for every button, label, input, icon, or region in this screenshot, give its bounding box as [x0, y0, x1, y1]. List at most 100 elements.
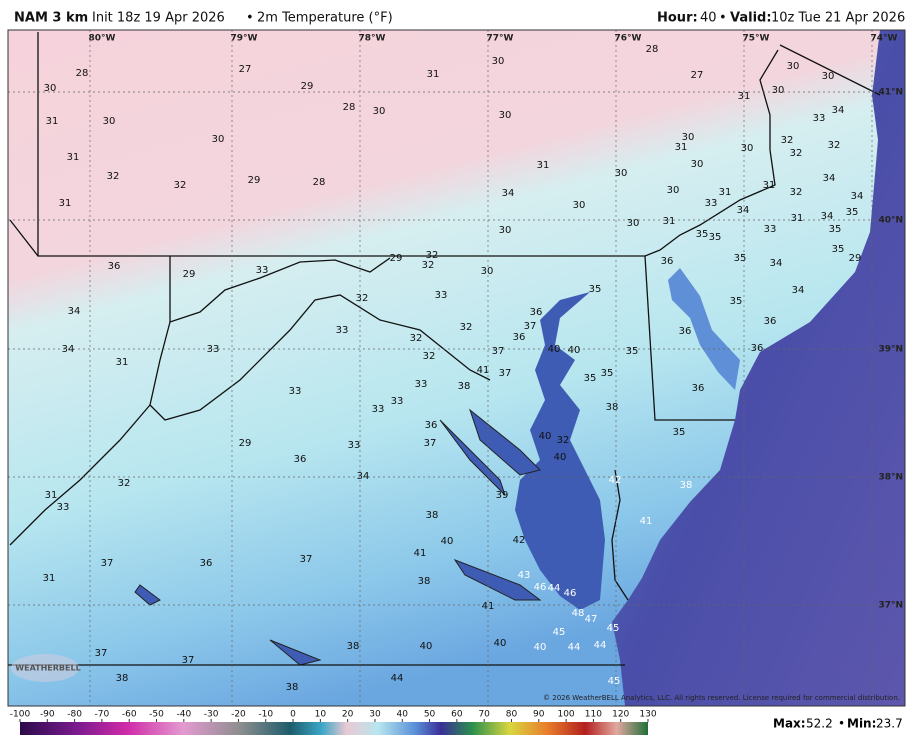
separator: •	[719, 11, 727, 26]
temperature-label: 38	[606, 402, 619, 413]
min: 23.7	[876, 717, 903, 731]
temperature-label: 37	[424, 438, 437, 449]
copyright: © 2026 WeatherBELL Analytics, LLC. All r…	[543, 694, 900, 702]
temperature-label: 36	[661, 256, 674, 267]
temperature-label: 46	[534, 582, 547, 593]
temperature-label: 29	[248, 175, 261, 186]
temperature-label: 36	[513, 332, 526, 343]
colorbar-tick-label: 80	[506, 710, 518, 720]
lon-label: 78°W	[359, 34, 386, 44]
temperature-label: 32	[426, 250, 439, 261]
colorbar-tick-label: 100	[557, 710, 574, 720]
colorbar-tick-label: -40	[176, 710, 191, 720]
temperature-label: 34	[832, 105, 845, 116]
temperature-label: 32	[460, 322, 473, 333]
temperature-label: 28	[343, 102, 356, 113]
colorbar-tick-label: -50	[149, 710, 164, 720]
temperature-label: 38	[680, 480, 693, 491]
temperature-label: 30	[481, 266, 494, 277]
colorbar-tick-label: -60	[122, 710, 137, 720]
temperature-label: 41	[640, 516, 653, 527]
temperature-label: 42	[609, 475, 622, 486]
logo-badge	[11, 654, 79, 682]
colorbar-tick-label: 0	[290, 710, 296, 720]
temperature-label: 36	[425, 420, 438, 431]
temperature-label: 44	[568, 642, 581, 653]
temperature-label: 29	[183, 269, 196, 280]
temperature-label: 34	[821, 211, 834, 222]
temperature-label: 32	[118, 478, 131, 489]
temperature-label: 35	[829, 224, 842, 235]
temperature-label: 40	[494, 638, 507, 649]
temperature-label: 33	[391, 396, 404, 407]
temperature-label: 32	[107, 171, 120, 182]
chesapeake-bay	[515, 292, 605, 610]
lat-label: 39°N	[878, 345, 903, 355]
lon-label: 76°W	[615, 34, 642, 44]
colorbar-tick-label: 50	[424, 710, 436, 720]
lat-label: 40°N	[878, 216, 903, 226]
temperature-label: 34	[851, 191, 864, 202]
colorbar-tick-label: 40	[397, 710, 409, 720]
temperature-label: 28	[76, 68, 89, 79]
temperature-label: 38	[116, 673, 129, 684]
lon-label: 75°W	[743, 34, 770, 44]
temperature-label: 35	[584, 373, 597, 384]
temperature-label: 30	[787, 61, 800, 72]
colorbar-tick-label: -30	[204, 710, 219, 720]
temperature-label: 32	[356, 293, 369, 304]
temperature-label: 32	[828, 140, 841, 151]
temperature-label: 44	[594, 640, 607, 651]
temperature-label: 41	[477, 365, 490, 376]
temperature-label: 31	[116, 357, 129, 368]
lon-label: 77°W	[487, 34, 514, 44]
init: Init 18z 19 Apr 2026	[92, 11, 225, 26]
temperature-label: 36	[751, 343, 764, 354]
temperature-label: 35	[589, 284, 602, 295]
temperature-label: 33	[289, 386, 302, 397]
temperature-label: 34	[792, 285, 805, 296]
temperature-label: 30	[44, 83, 57, 94]
temperature-label: 40	[554, 452, 567, 463]
colorbar-tick-label: -80	[67, 710, 82, 720]
temperature-label: 30	[822, 71, 835, 82]
temperature-label: 31	[427, 69, 440, 80]
temperature-label: 30	[741, 143, 754, 154]
temperature-label: 29	[239, 438, 252, 449]
colorbar: -100 -90 -80 -70 -60 -50 -40 -30 -20 -10 0 10 20 30 40…	[10, 710, 657, 735]
colorbar-tick-label: 70	[478, 710, 490, 720]
temperature-label: 38	[426, 510, 439, 521]
temperature-label: 37	[499, 368, 512, 379]
temperature-label: 42	[513, 535, 526, 546]
temperature-label: 29	[301, 81, 314, 92]
temperature-label: 30	[499, 225, 512, 236]
temperature-label: 30	[373, 106, 386, 117]
model: NAM 3 km	[14, 11, 88, 26]
temperature-label: 41	[482, 601, 495, 612]
temperature-label: 32	[781, 135, 794, 146]
min-label: Min:	[847, 717, 876, 731]
temperature-label: 31	[791, 213, 804, 224]
temperature-label: 36	[530, 307, 543, 318]
temperature-label: 40	[420, 641, 433, 652]
temperature-label: 34	[770, 258, 783, 269]
temperature-label: 35	[846, 207, 859, 218]
temperature-label: 36	[294, 454, 307, 465]
temperature-label: 34	[357, 471, 370, 482]
temperature-label: 31	[46, 116, 59, 127]
temperature-label: 37	[524, 321, 537, 332]
temperature-label: 38	[458, 381, 471, 392]
temperature-label: 32	[557, 435, 570, 446]
temperature-label: 44	[548, 583, 561, 594]
temperature-label: 31	[537, 160, 550, 171]
colorbar-tick-label: -90	[40, 710, 55, 720]
temperature-label: 30	[492, 56, 505, 67]
temperature-label: 40	[568, 345, 581, 356]
temperature-label: 31	[43, 573, 56, 584]
colorbar-tick-label: 30	[369, 710, 381, 720]
temperature-label: 34	[737, 205, 750, 216]
lat-label: 41°N	[878, 88, 903, 98]
temperature-label: 33	[415, 379, 428, 390]
temperature-label: 30	[499, 110, 512, 121]
temperature-label: 45	[607, 623, 620, 634]
